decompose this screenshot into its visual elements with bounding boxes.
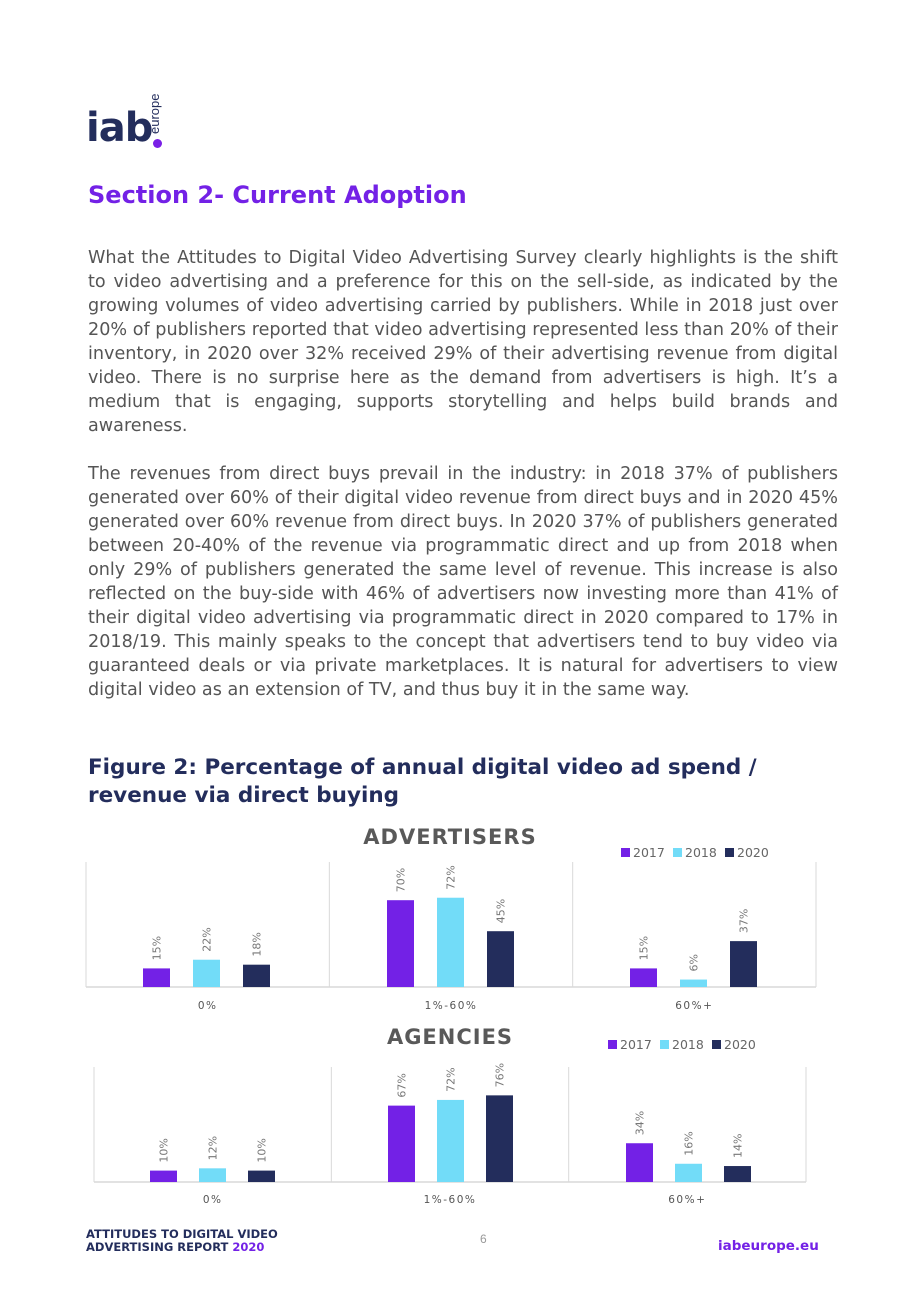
paragraph-adoption-intro: What the Attitudes to Digital Video Adve… [88,248,838,436]
agencies-bar-60%+-2020 [724,1166,751,1182]
page-number: 6 [480,1232,487,1246]
advertisers-legend-label-2020: 2020 [737,845,769,860]
agencies-data-label-0%-2018: 12% [207,1136,220,1160]
agencies-data-label-0%-2020: 10% [256,1138,269,1162]
advertisers-category-label: 1%-60% [425,1000,478,1012]
agencies-bar-1%-60%-2018 [437,1099,464,1182]
agencies-legend-label-2017: 2017 [620,1037,652,1052]
agencies-legend-swatch-2017 [608,1040,617,1049]
advertisers-legend-swatch-2017 [621,848,630,857]
advertisers-category-label: 0% [198,1000,218,1012]
advertisers-data-label-0%-2017: 15% [151,936,164,960]
agencies-data-label-60%+-2020: 14% [732,1134,745,1158]
advertisers-bar-60%+-2018 [680,979,707,987]
advertisers-bar-1%-60%-2020 [487,931,514,987]
agencies-chart-title: AGENCIES [387,1025,513,1049]
agencies-data-label-0%-2017: 10% [158,1138,171,1162]
advertisers-legend-label-2017: 2017 [633,845,665,860]
iab-europe-logo: iab europe [86,86,176,156]
agencies-legend-swatch-2020 [712,1040,721,1049]
agencies-data-label-60%+-2017: 34% [634,1111,647,1135]
agencies-legend-label-2018: 2018 [672,1037,704,1052]
section-title: Section 2- Current Adoption [88,181,467,209]
advertisers-bar-1%-60%-2017 [387,900,414,987]
agencies-bar-0%-2018 [199,1168,226,1182]
advertisers-chart-title: ADVERTISERS [363,825,536,849]
agencies-category-label: 0% [203,1194,223,1206]
advertisers-data-label-0%-2020: 18% [251,932,264,956]
logo-iab-text: iab [86,105,153,151]
logo-dot [153,139,162,148]
agencies-bar-0%-2020 [248,1170,275,1182]
advertisers-data-label-60%+-2020: 37% [738,909,751,933]
advertisers-legend-label-2018: 2018 [685,845,717,860]
advertisers-bar-0%-2020 [243,964,270,987]
advertisers-category-label: 60%+ [675,1000,713,1012]
advertisers-data-label-60%+-2018: 6% [688,954,701,971]
agencies-bar-1%-60%-2020 [486,1095,513,1182]
website-link[interactable]: iabeurope.eu [718,1238,819,1254]
agencies-category-label: 60%+ [668,1194,706,1206]
report-title-line1: ATTITUDES TO DIGITAL VIDEO [86,1227,278,1241]
agencies-data-label-1%-60%-2018: 72% [445,1067,458,1091]
advertisers-data-label-60%+-2017: 15% [638,936,651,960]
advertisers-data-label-0%-2018: 22% [201,927,214,951]
report-title: ATTITUDES TO DIGITAL VIDEO ADVERTISING R… [86,1228,278,1254]
advertisers-data-label-1%-60%-2017: 70% [395,868,408,892]
advertisers-data-label-1%-60%-2020: 45% [495,899,508,923]
agencies-data-label-1%-60%-2017: 67% [396,1073,409,1097]
agencies-bar-1%-60%-2017 [388,1105,415,1182]
agencies-data-label-60%+-2018: 16% [683,1131,696,1155]
figure-title: Figure 2: Percentage of annual digital v… [88,755,757,808]
advertisers-data-label-1%-60%-2018: 72% [445,865,458,889]
paragraph-direct-buys: The revenues from direct buys prevail in… [88,464,838,700]
report-year: 2020 [232,1240,265,1254]
agencies-legend-label-2020: 2020 [724,1037,756,1052]
advertisers-bar-60%+-2020 [730,941,757,987]
advertisers-bar-0%-2018 [193,959,220,987]
report-title-line2: ADVERTISING REPORT [86,1240,229,1254]
agencies-category-label: 1%-60% [424,1194,477,1206]
agencies-bar-60%+-2017 [626,1143,653,1182]
agencies-bar-60%+-2018 [675,1163,702,1182]
agencies-bar-0%-2017 [150,1170,177,1182]
advertisers-bar-60%+-2017 [630,968,657,987]
advertisers-bar-0%-2017 [143,968,170,987]
agencies-legend-swatch-2018 [660,1040,669,1049]
advertisers-legend-swatch-2020 [725,848,734,857]
agencies-data-label-1%-60%-2020: 76% [494,1063,507,1087]
advertisers-bar-1%-60%-2018 [437,897,464,987]
advertisers-legend-swatch-2018 [673,848,682,857]
